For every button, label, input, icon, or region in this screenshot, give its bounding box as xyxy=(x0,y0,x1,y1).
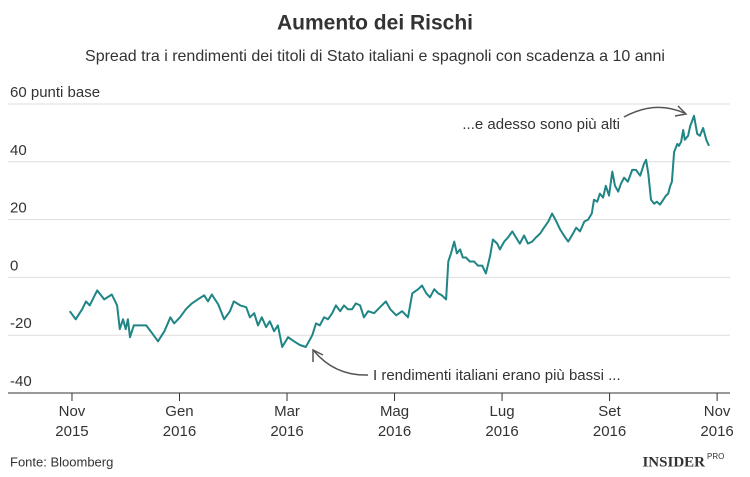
x-tick-label: Lug 2016 xyxy=(485,403,519,440)
x-tick-label: Mag 2016 xyxy=(377,403,412,440)
y-tick-label: 40 xyxy=(10,142,27,159)
y-tick-label: 60 punti base xyxy=(10,84,100,101)
arrow-head xyxy=(312,348,324,362)
x-tick-label: Nov 2016 xyxy=(700,403,734,440)
logo: INSIDER xyxy=(642,454,705,470)
annotation-arrow xyxy=(623,106,685,118)
x-tick-label: Mar 2016 xyxy=(270,403,304,440)
chart-subtitle: Spread tra i rendimenti dei titoli di St… xyxy=(85,48,665,65)
y-tick-label: 20 xyxy=(10,200,27,217)
y-tick-label: -40 xyxy=(10,373,32,390)
x-tick-label: Nov 2015 xyxy=(55,403,89,440)
x-tick-label: Set 2016 xyxy=(592,403,627,440)
y-tick-label: 0 xyxy=(10,257,18,274)
annotation: I rendimenti italiani erano più bassi ..… xyxy=(373,367,621,384)
logo-tag: PRO xyxy=(707,452,724,461)
chart-title: Aumento dei Rischi xyxy=(277,12,473,35)
annotation-arrow xyxy=(313,350,369,376)
y-tick-label: -20 xyxy=(10,315,32,332)
source: Fonte: Bloomberg xyxy=(10,454,113,469)
annotation: ...e adesso sono più alti xyxy=(462,116,620,133)
arrow-head xyxy=(674,105,688,117)
data-line xyxy=(68,114,710,348)
x-tick-label: Gen 2016 xyxy=(162,403,197,440)
